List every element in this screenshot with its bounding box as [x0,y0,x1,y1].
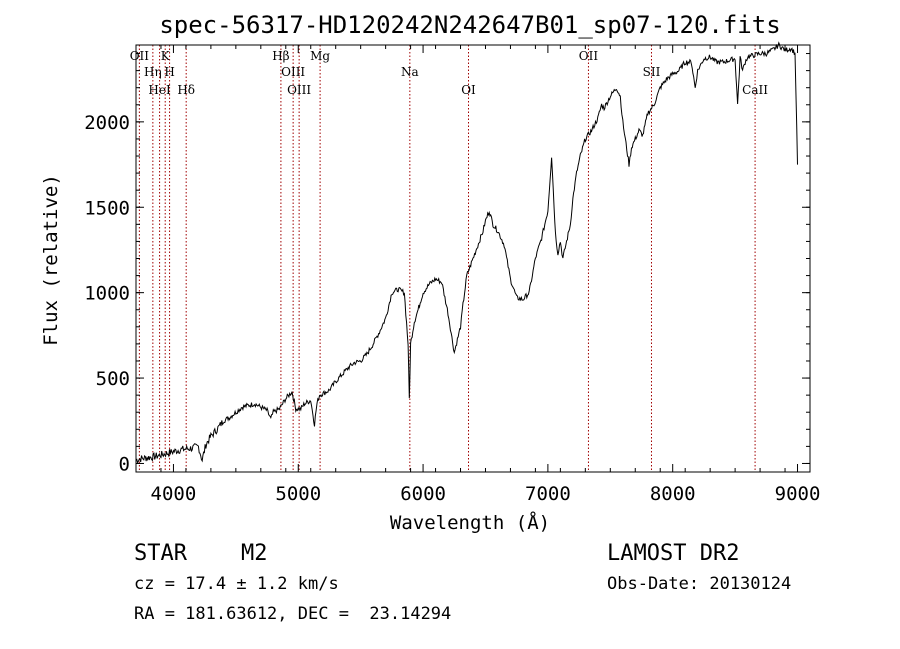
line-marker-label: CaII [742,83,768,97]
line-marker-label: H [164,65,174,79]
y-tick-label: 1500 [84,197,130,219]
x-tick-label: 9000 [775,483,821,505]
line-marker-label: OII [130,49,150,63]
object-class: STAR [134,541,187,566]
line-marker-label: Hη [144,65,162,79]
line-marker-label: OII [579,49,599,63]
y-axis-label: Flux (relative) [40,174,62,346]
line-marker-label: SII [643,65,661,79]
chart-title: spec-56317-HD120242N242647B01_sp07-120.f… [159,11,780,39]
y-tick-label: 2000 [84,112,130,134]
x-tick-label: 7000 [525,483,571,505]
y-tick-label: 500 [96,368,130,390]
line-marker-label: OIII [287,83,311,97]
line-marker-label: OIII [281,65,305,79]
coordinates: RA = 181.63612, DEC = 23.14294 [134,604,452,624]
x-axis-label: Wavelength (Å) [390,511,550,534]
line-marker-label: Na [401,65,419,79]
obs-date: Obs-Date: 20130124 [607,574,792,594]
line-marker-label: Mg [310,49,330,63]
line-marker-label: K [161,49,171,63]
x-tick-label: 4000 [151,483,197,505]
x-axis-ticks: 4000 5000 6000 7000 8000 9000 [135,45,821,505]
survey-name: LAMOST DR2 [607,541,740,566]
y-tick-label: 0 [119,453,130,475]
x-tick-label: 6000 [400,483,446,505]
y-tick-label: 1000 [84,283,130,305]
line-marker-label: HeI [148,83,171,97]
redshift-text: cz = 17.4 ± 1.2 km/s [134,574,339,594]
spectrum-line [135,41,798,464]
line-marker-label: Hδ [177,83,195,97]
line-marker-label: Hβ [272,49,289,63]
object-subclass: M2 [241,541,268,566]
y-axis-ticks: 0 500 1000 1500 2000 [84,53,810,475]
x-tick-label: 5000 [275,483,321,505]
line-marker-label: OI [461,83,476,97]
x-tick-label: 8000 [650,483,696,505]
